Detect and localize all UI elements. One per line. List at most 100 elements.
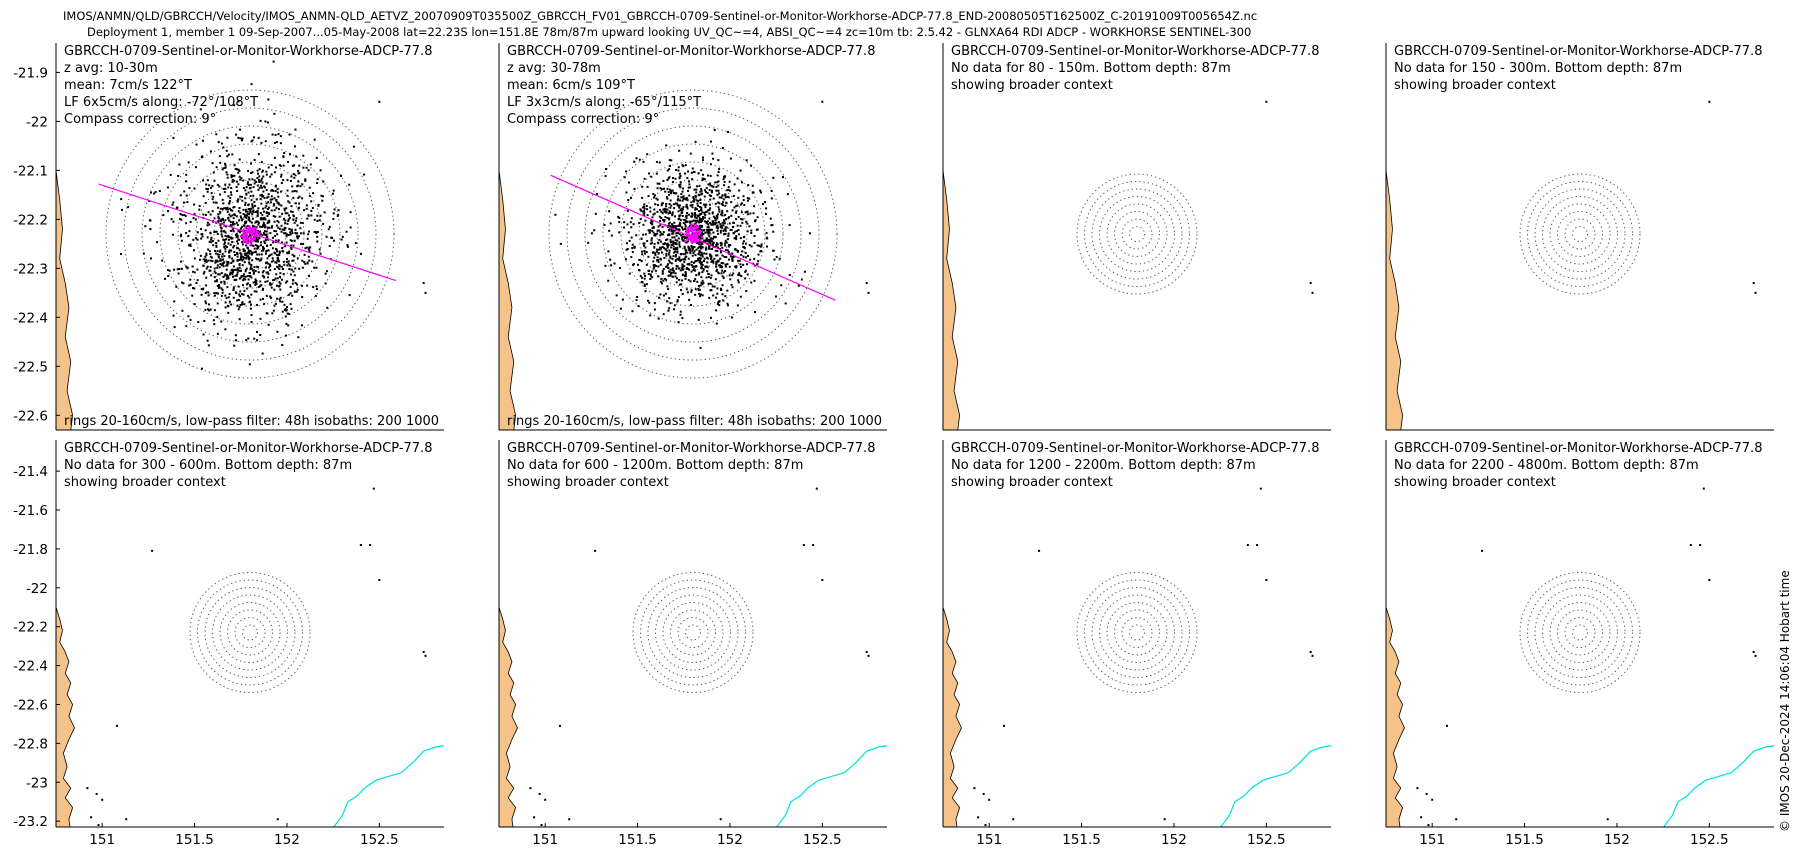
scatter-point bbox=[248, 272, 251, 275]
scatter-point bbox=[662, 313, 665, 316]
scatter-point bbox=[671, 243, 674, 246]
scatter-point bbox=[226, 262, 229, 265]
island-marker bbox=[594, 549, 597, 552]
scatter-point bbox=[704, 239, 707, 242]
scatter-point bbox=[215, 280, 218, 283]
scatter-point bbox=[247, 256, 250, 259]
scatter-point bbox=[307, 214, 310, 217]
scatter-point bbox=[209, 255, 212, 258]
scatter-point bbox=[672, 242, 675, 245]
scatter-point bbox=[667, 177, 670, 180]
scatter-point bbox=[660, 202, 663, 205]
panel-2: GBRCCH-0709-Sentinel-or-Monitor-Workhors… bbox=[498, 43, 887, 431]
scatter-point bbox=[259, 119, 262, 122]
scatter-point bbox=[667, 225, 670, 228]
scatter-point bbox=[232, 206, 235, 209]
scatter-point bbox=[255, 198, 258, 201]
scatter-point bbox=[289, 216, 292, 219]
scatter-point bbox=[754, 310, 757, 313]
scatter-point bbox=[209, 213, 212, 216]
scatter-point bbox=[276, 277, 279, 280]
scatter-point bbox=[674, 239, 677, 242]
panel-title: GBRCCH-0709-Sentinel-or-Monitor-Workhors… bbox=[1394, 44, 1762, 59]
scatter-point bbox=[185, 265, 188, 268]
scatter-point bbox=[683, 218, 686, 221]
scatter-point bbox=[274, 261, 277, 264]
scatter-point bbox=[672, 269, 675, 272]
island-marker bbox=[1427, 718, 1429, 720]
scatter-point bbox=[665, 196, 668, 199]
scatter-point bbox=[683, 246, 686, 249]
scatter-point bbox=[237, 285, 240, 288]
scatter-point bbox=[698, 261, 701, 264]
scatter-point bbox=[721, 147, 724, 150]
scatter-point bbox=[217, 256, 220, 259]
scatter-point bbox=[652, 226, 655, 229]
scatter-point bbox=[192, 217, 195, 220]
scatter-point bbox=[693, 213, 696, 216]
island-marker bbox=[982, 792, 985, 795]
scatter-point bbox=[245, 216, 248, 219]
scatter-point bbox=[646, 153, 649, 156]
speed-ring bbox=[1527, 181, 1633, 288]
scatter-point bbox=[256, 303, 259, 306]
scatter-point bbox=[218, 273, 221, 276]
speed-ring bbox=[640, 579, 746, 686]
scatter-point bbox=[718, 202, 721, 205]
scatter-point bbox=[718, 221, 721, 224]
scatter-point bbox=[276, 233, 279, 236]
scatter-point bbox=[743, 247, 746, 250]
scatter-point bbox=[694, 140, 697, 143]
scatter-point bbox=[236, 271, 239, 274]
scatter-point bbox=[709, 316, 712, 319]
scatter-point bbox=[219, 220, 222, 223]
scatter-point bbox=[700, 206, 703, 209]
scatter-point bbox=[742, 245, 745, 248]
scatter-point bbox=[668, 159, 671, 162]
scatter-point bbox=[304, 247, 307, 250]
scatter-point bbox=[739, 203, 742, 206]
scatter-point bbox=[724, 295, 727, 298]
scatter-point bbox=[196, 238, 199, 241]
scatter-point bbox=[714, 181, 717, 184]
scatter-point bbox=[674, 275, 677, 278]
scatter-point bbox=[661, 211, 664, 214]
island-marker bbox=[1606, 818, 1609, 821]
scatter-point bbox=[216, 284, 219, 287]
scatter-point bbox=[249, 195, 252, 198]
scatter-point bbox=[211, 260, 214, 263]
scatter-point bbox=[701, 279, 704, 282]
scatter-point bbox=[284, 307, 287, 310]
scatter-point bbox=[713, 128, 716, 131]
scatter-point bbox=[691, 178, 694, 181]
scatter-point bbox=[228, 183, 231, 186]
mean-marker bbox=[700, 236, 703, 239]
scatter-point bbox=[234, 167, 237, 170]
scatter-point bbox=[740, 253, 743, 256]
scatter-point bbox=[286, 264, 289, 267]
scatter-point bbox=[210, 192, 213, 195]
scatter-point bbox=[267, 201, 270, 204]
scatter-point bbox=[258, 236, 261, 239]
scatter-point bbox=[233, 344, 236, 347]
scatter-point bbox=[235, 235, 238, 238]
plot-area bbox=[943, 487, 1331, 827]
scatter-point bbox=[711, 212, 714, 215]
scatter-point bbox=[722, 271, 725, 274]
scatter-point bbox=[205, 183, 208, 186]
scatter-point bbox=[238, 207, 241, 210]
scatter-point bbox=[267, 323, 270, 326]
scatter-point bbox=[703, 252, 706, 255]
scatter-point bbox=[211, 162, 214, 165]
scatter-point bbox=[668, 249, 671, 252]
scatter-point bbox=[256, 209, 259, 212]
scatter-point bbox=[672, 230, 675, 233]
scatter-point bbox=[232, 289, 235, 292]
scatter-point bbox=[302, 154, 305, 157]
scatter-point bbox=[250, 251, 253, 254]
scatter-point bbox=[249, 267, 252, 270]
scatter-point bbox=[244, 201, 247, 204]
scatter-point bbox=[608, 210, 611, 213]
mean-marker bbox=[244, 240, 247, 243]
scatter-point bbox=[278, 203, 281, 206]
